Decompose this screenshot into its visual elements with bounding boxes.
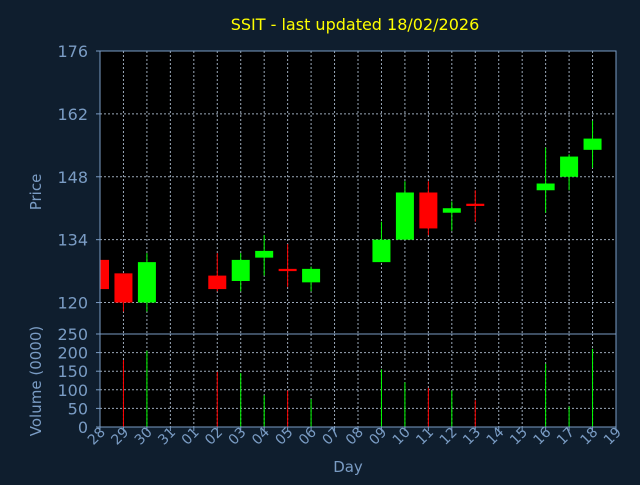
candle-body <box>114 273 133 303</box>
volume-tick-label: 100 <box>57 381 88 400</box>
candle-body <box>536 183 555 191</box>
price-axis-label: Price <box>27 174 45 211</box>
x-axis-ticks: 28 29 30 31 01 02 03 04 05 06 07 08 09 10 11 12 13 14 15 16… <box>85 424 625 448</box>
candle-body <box>395 192 414 240</box>
candle-body <box>208 275 227 290</box>
volume-tick-label: 150 <box>57 362 88 381</box>
candle-body <box>583 138 602 150</box>
candle-body <box>419 192 438 229</box>
volume-tick-label: 200 <box>57 344 88 363</box>
x-axis-label: Day <box>333 458 363 476</box>
candle-body <box>231 259 250 281</box>
candle-body <box>137 262 156 303</box>
price-tick-label: 148 <box>57 168 88 187</box>
volume-tick-label: 250 <box>57 325 88 344</box>
candle-body <box>560 156 579 177</box>
volume-tick-label: 50 <box>68 399 88 418</box>
candle-body <box>255 250 274 258</box>
candle-body <box>302 268 321 283</box>
chart-title: SSIT - last updated 18/02/2026 <box>231 15 480 34</box>
volume-axis-label: Volume (0000) <box>27 326 45 436</box>
price-tick-label: 176 <box>57 42 88 61</box>
price-panel: 120 134 148 162 176 <box>57 42 617 335</box>
candle-body <box>372 239 391 263</box>
candle-body <box>466 203 485 206</box>
price-tick-label: 120 <box>57 294 88 313</box>
candle-body <box>442 208 461 213</box>
candle-body <box>100 259 109 290</box>
candle-body <box>278 268 297 272</box>
price-tick-label: 134 <box>57 231 88 250</box>
price-tick-label: 162 <box>57 105 88 124</box>
volume-tick-label: 0 <box>78 418 88 437</box>
